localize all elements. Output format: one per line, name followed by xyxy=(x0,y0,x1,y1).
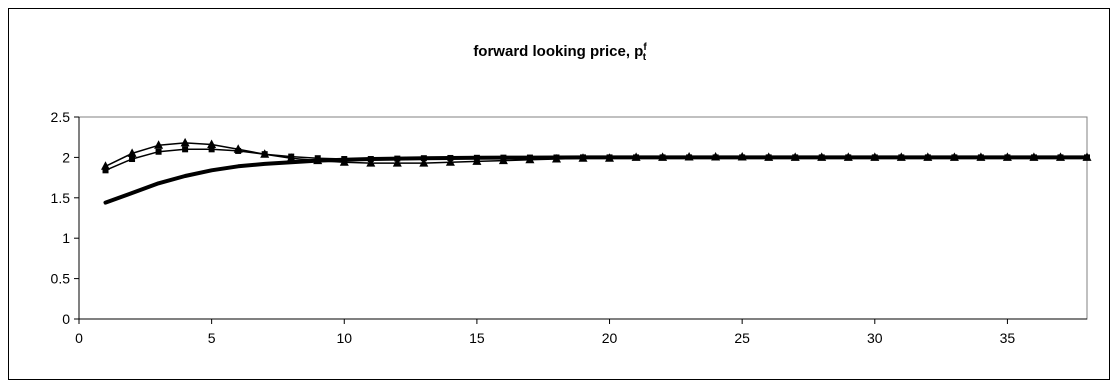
y-tick-label: 2.5 xyxy=(51,109,71,125)
data-point-triangle xyxy=(737,152,747,161)
data-point-triangle xyxy=(154,140,164,149)
chart-title: forward looking price, pf t xyxy=(473,42,647,63)
data-point-triangle xyxy=(419,158,429,167)
series-3 xyxy=(101,137,1092,170)
data-point-triangle xyxy=(976,152,986,161)
data-point-triangle xyxy=(101,161,110,170)
data-point-triangle xyxy=(127,148,137,157)
data-point-triangle xyxy=(711,152,721,161)
x-tick-label: 5 xyxy=(208,330,216,346)
data-point-triangle xyxy=(658,152,668,161)
data-point-triangle xyxy=(817,152,827,161)
data-point-triangle xyxy=(1029,152,1039,161)
y-tick-label: 1.5 xyxy=(51,190,71,206)
data-point-square xyxy=(155,148,162,155)
data-point-triangle xyxy=(552,154,561,163)
y-tick-label: 0.5 xyxy=(51,271,71,287)
data-point-triangle xyxy=(923,152,933,161)
data-point-triangle xyxy=(790,152,800,161)
data-point-triangle xyxy=(1002,152,1012,161)
series-line xyxy=(103,155,1089,205)
x-axis: 0 5 10 15 20 25 30 35 xyxy=(75,318,1087,346)
data-point-square xyxy=(129,156,136,163)
data-point-triangle xyxy=(949,152,959,161)
data-point-triangle xyxy=(684,152,694,161)
y-axis: 0 0.5 1 1.5 2 2.5 xyxy=(51,109,80,327)
y-tick-label: 1 xyxy=(62,230,70,246)
y-tick-label: 2 xyxy=(62,149,70,165)
x-tick-label: 30 xyxy=(867,330,883,346)
x-tick-label: 0 xyxy=(75,330,83,346)
data-point-triangle xyxy=(445,157,455,166)
data-point-triangle xyxy=(525,154,535,164)
data-point-triangle xyxy=(1056,152,1065,161)
chart-area: forward looking price, pf t 0 0.5 1 1.5 2 2.5 … xyxy=(8,8,1110,380)
chart-title-subscript: t xyxy=(643,52,647,63)
y-tick-label: 0 xyxy=(62,311,70,327)
data-point-square xyxy=(208,146,215,153)
data-point-triangle xyxy=(180,137,190,147)
data-point-triangle xyxy=(472,156,482,165)
data-point-triangle xyxy=(631,152,641,161)
chart-svg: forward looking price, pf t 00.511.522.5 … xyxy=(51,42,1092,346)
data-point-triangle xyxy=(286,153,296,162)
series-2 xyxy=(102,146,1090,174)
data-point-triangle xyxy=(260,149,270,158)
data-point-square xyxy=(182,146,189,153)
data-point-triangle xyxy=(870,152,880,161)
data-point-triangle xyxy=(605,153,614,162)
series-layer xyxy=(101,137,1092,205)
series-line xyxy=(104,142,1088,168)
data-point-triangle xyxy=(896,152,906,161)
data-point-triangle xyxy=(339,157,349,166)
data-point-triangle xyxy=(843,152,853,161)
series-1 xyxy=(103,155,1089,205)
data-point-triangle xyxy=(392,158,402,167)
data-point-triangle xyxy=(366,158,376,167)
x-tick-label: 10 xyxy=(336,330,352,346)
data-point-triangle xyxy=(207,139,217,148)
data-point-triangle xyxy=(233,144,243,153)
data-point-triangle xyxy=(313,155,323,165)
x-tick-label: 20 xyxy=(602,330,618,346)
chart-title-main: forward looking price, p xyxy=(473,43,643,60)
x-tick-label: 35 xyxy=(1000,330,1016,346)
data-point-triangle xyxy=(764,152,774,161)
data-point-triangle xyxy=(578,153,588,162)
data-point-triangle xyxy=(498,155,508,165)
data-point-triangle xyxy=(1082,152,1092,161)
x-tick-label: 25 xyxy=(734,330,750,346)
data-point-square xyxy=(102,167,109,174)
chart-title-superscript: f xyxy=(643,42,647,53)
x-tick-label: 15 xyxy=(469,330,485,346)
